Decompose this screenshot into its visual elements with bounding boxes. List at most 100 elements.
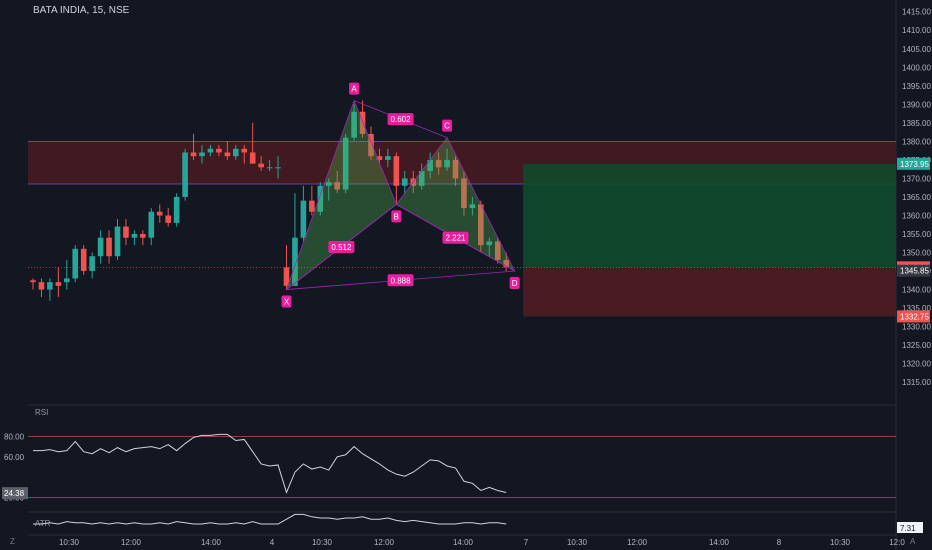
candle-body — [89, 256, 95, 272]
price-tag-label: 1332.75 — [900, 312, 929, 321]
candle-body — [351, 111, 357, 138]
candle-body — [300, 200, 307, 238]
price-tick: 1350.00 — [902, 249, 931, 258]
candle-body — [292, 237, 298, 286]
candle-body — [55, 282, 62, 286]
rsi-line — [33, 433, 507, 494]
atr-line — [33, 513, 507, 525]
pattern-point-c-marker — [442, 119, 453, 132]
candle-body — [494, 241, 501, 260]
ratio-label-box — [387, 113, 414, 126]
candle-body — [258, 163, 264, 168]
candle-body — [114, 226, 121, 257]
candle-body — [140, 233, 146, 238]
pattern-point-x: X — [284, 298, 290, 307]
candle-body — [402, 178, 408, 186]
candle-body — [461, 178, 467, 209]
candle-body — [190, 152, 197, 157]
time-tick: 10:30 — [312, 538, 333, 547]
time-tick: 4 — [270, 538, 275, 547]
pattern-point-d: D — [512, 279, 518, 288]
price-tick: 1415.00 — [902, 8, 931, 17]
pattern-point-x-marker — [281, 295, 292, 308]
time-tick: 14:00 — [201, 538, 222, 547]
candle-body — [106, 237, 112, 257]
candle-body — [199, 152, 205, 157]
candle-body — [376, 156, 383, 160]
rsi-tick: 80.00 — [4, 432, 25, 441]
candle-body — [342, 137, 349, 190]
ratio-label: 0.602 — [391, 115, 412, 124]
candle-body — [249, 152, 256, 164]
candles — [30, 100, 509, 301]
candle-body — [182, 152, 188, 197]
candle-body — [97, 237, 104, 257]
candle-body — [64, 278, 70, 283]
harmonic-pattern: X A B C D 0.602 0.512 2.221 0.888 — [281, 82, 520, 308]
price-tick: 1330.00 — [902, 323, 931, 332]
price-tag — [897, 157, 930, 170]
time-tick: 12:00 — [374, 538, 395, 547]
price-tick: 1325.00 — [902, 341, 931, 350]
ratio-label-box — [387, 274, 414, 287]
price-tick: 1365.00 — [902, 193, 931, 202]
candle-body — [469, 204, 476, 209]
candle-body — [309, 200, 315, 212]
candle-body — [72, 248, 79, 279]
time-tick: 10:30 — [830, 538, 851, 547]
candle-body — [38, 282, 45, 290]
pattern-point-d-marker — [509, 277, 520, 290]
rsi-current: 24.38 — [4, 489, 25, 498]
candle-body — [30, 280, 36, 283]
price-tick: 1355.00 — [902, 230, 931, 239]
time-tick: 12:00 — [627, 538, 648, 547]
time-tick: 12:0 — [889, 538, 905, 547]
target-zone — [523, 163, 896, 268]
time-tick: 12:00 — [121, 538, 142, 547]
chart-title: BATA INDIA, 15, NSE — [33, 5, 130, 16]
candle-body — [131, 233, 138, 238]
rsi-label: RSI — [35, 408, 48, 417]
pattern-point-a-marker — [349, 82, 360, 95]
grid — [28, 0, 897, 550]
candle-body — [283, 267, 290, 286]
candle-body — [503, 259, 509, 268]
candle-body — [233, 148, 239, 157]
price-tick: 1320.00 — [902, 360, 931, 369]
candle-body — [275, 167, 281, 169]
price-axis: 1415.00 1410.00 1405.00 1400.00 1395.00 1390.… — [897, 8, 931, 387]
timezone-toggle[interactable]: Z — [10, 537, 15, 546]
candle-body — [123, 226, 129, 238]
candle-body — [385, 156, 391, 160]
pattern-point-b: B — [394, 212, 399, 221]
candle-body — [173, 196, 180, 223]
candle-body — [317, 185, 324, 212]
pattern-point-c: C — [444, 122, 450, 131]
auto-scale-toggle[interactable]: A — [910, 537, 916, 546]
candle-body — [207, 148, 214, 153]
price-tick: 1410.00 — [902, 26, 931, 35]
price-tick: 1390.00 — [902, 100, 931, 109]
ratio-label: 0.512 — [331, 243, 352, 252]
time-tick: 8 — [777, 538, 782, 547]
price-tick: 1315.00 — [902, 378, 931, 387]
candle-body — [47, 282, 53, 290]
zones — [28, 140, 896, 317]
price-tick: 1370.00 — [902, 174, 931, 183]
atr-current: 7.31 — [900, 524, 916, 533]
candle-body — [216, 148, 222, 153]
pattern-point-a: A — [351, 85, 357, 94]
price-tick: 1340.00 — [902, 286, 931, 295]
candle-body — [325, 182, 332, 186]
price-tag-label: 1345.85 — [900, 267, 929, 276]
candle-body — [444, 159, 450, 168]
price-tick: 1395.00 — [902, 82, 931, 91]
candle-body — [418, 171, 425, 186]
price-tick: 1380.00 — [902, 137, 931, 146]
rsi-current-tag — [2, 487, 28, 500]
candle-body — [156, 211, 163, 216]
